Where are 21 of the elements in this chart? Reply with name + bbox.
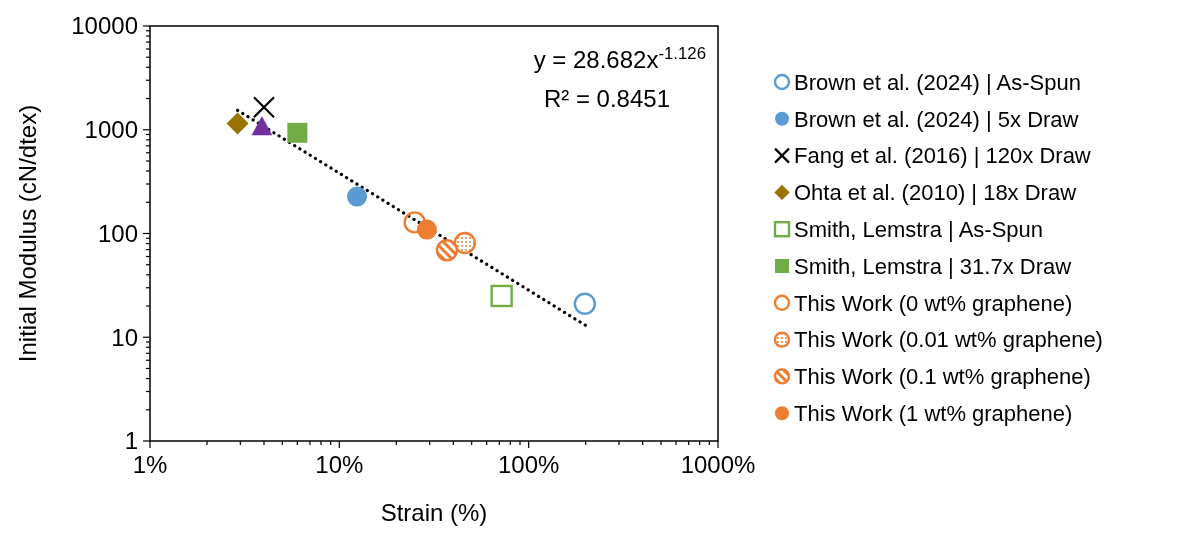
y-tick-label: 1000 xyxy=(84,116,138,144)
legend-label: Brown et al. (2024) | 5x Draw xyxy=(794,106,1079,132)
annotation: R² = 0.8451 xyxy=(543,85,670,112)
legend-label: Smith, Lemstra | 31.7x Draw xyxy=(794,253,1072,279)
legend-label: Fang et al. (2016) | 120x Draw xyxy=(794,143,1091,169)
x-tick-label: 100% xyxy=(497,451,560,478)
legend-label: This Work (0 wt% graphene) xyxy=(794,290,1073,316)
legend-label: Ohta et al. (2010) | 18x Draw xyxy=(794,180,1077,206)
y-tick-label: 10 xyxy=(111,323,138,351)
x-tick-label: 10% xyxy=(315,451,364,478)
x-tick-label: 1000% xyxy=(680,451,756,478)
annotation: y = 28.682x$^{-1.126}$ xyxy=(533,43,706,73)
legend-label: This Work (0.1 wt% graphene) xyxy=(794,364,1091,390)
legend-label: Smith, Lemstra | As-Spun xyxy=(794,216,1044,242)
legend-label: This Work (0.01 wt% graphene) xyxy=(794,327,1103,353)
legend-label: This Work (1 wt% graphene) xyxy=(794,400,1073,426)
y-tick-label: 100 xyxy=(97,219,138,247)
legend-label: Brown et al. (2024) | As-Spun xyxy=(794,69,1081,95)
y-axis-title: Initial Modulus (cN/dtex) xyxy=(14,104,41,363)
y-tick-label: 10000 xyxy=(71,12,138,40)
x-axis-title: Strain (%) xyxy=(380,499,488,526)
